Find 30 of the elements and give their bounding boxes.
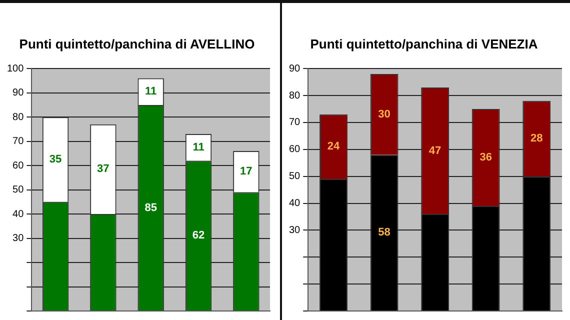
y-tick-label: 60 xyxy=(289,144,301,156)
data-label: 35 xyxy=(49,154,62,166)
data-label: 30 xyxy=(378,108,390,120)
chart-title: Punti quintetto/panchina di VENEZIA xyxy=(310,36,538,52)
data-label: 37 xyxy=(97,163,110,176)
y-tick-label: 90 xyxy=(12,88,24,99)
data-label: 24 xyxy=(327,140,341,153)
chart-title: Punti quintetto/panchina di AVELLINO xyxy=(19,36,255,52)
y-tick-label: 50 xyxy=(289,171,301,182)
data-label: 58 xyxy=(378,226,390,239)
data-label: 62 xyxy=(192,230,205,242)
data-label: 36 xyxy=(480,152,492,164)
data-label: 85 xyxy=(144,202,157,214)
y-tick-label: 40 xyxy=(12,208,24,220)
y-tick-label: 60 xyxy=(12,160,24,172)
y-tick-label: 40 xyxy=(289,198,301,210)
data-label: 47 xyxy=(428,144,442,157)
data-label: 17 xyxy=(240,166,252,178)
y-tick-label: 100 xyxy=(6,63,24,74)
data-label: 11 xyxy=(192,141,204,154)
y-tick-label: 30 xyxy=(289,224,301,236)
y-tick-label: 90 xyxy=(289,63,301,74)
data-label: 11 xyxy=(145,86,157,98)
data-label: 28 xyxy=(530,132,543,145)
y-tick-label: 80 xyxy=(12,112,24,123)
y-tick-label: 30 xyxy=(12,233,24,244)
y-tick-label: 70 xyxy=(289,117,301,128)
y-tick-label: 80 xyxy=(289,90,301,102)
y-tick-label: 50 xyxy=(12,184,24,196)
y-tick-label: 70 xyxy=(12,136,24,148)
